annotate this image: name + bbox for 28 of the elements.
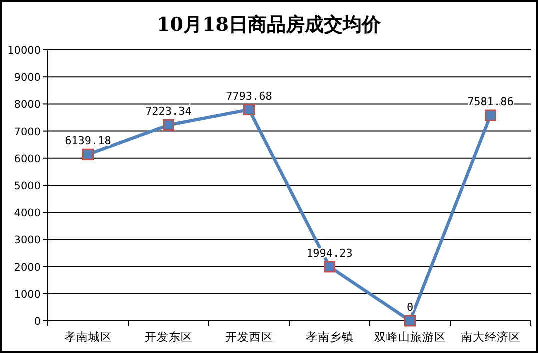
x-tick-label: 南大经济区	[460, 330, 521, 344]
title: 10月18日商品房成交均价	[157, 14, 381, 36]
y-tick-label: 10000	[8, 45, 41, 57]
data-label: 7223.34	[146, 105, 192, 118]
y-tick-label: 2000	[14, 262, 41, 274]
y-tick-label: 4000	[14, 208, 41, 220]
y-tick-label: 9000	[14, 72, 41, 84]
y-tick-label: 0	[34, 316, 41, 328]
x-tick-label: 开发东区	[144, 330, 193, 344]
y-tick-label: 7000	[14, 126, 41, 138]
y-tick-label: 6000	[14, 153, 41, 166]
data-label: 7793.68	[226, 90, 272, 103]
data-label: 6139.18	[65, 134, 112, 148]
data-label: 0	[406, 301, 414, 314]
point	[404, 315, 416, 327]
y-tick-label: 5000	[14, 180, 41, 192]
y-tick-label: 8000	[14, 99, 41, 112]
point	[82, 148, 94, 160]
y-tick-label: 3000	[14, 234, 41, 247]
point	[163, 119, 174, 131]
point	[244, 104, 255, 116]
x-tick-label: 双峰山旅游区	[374, 330, 446, 344]
point	[485, 110, 496, 122]
y-tick-label: 1000	[14, 288, 41, 301]
x-tick-label: 孝南乡镇	[306, 330, 354, 344]
x-tick-label: 孝南城区	[64, 330, 112, 344]
x-tick-label: 开发西区	[225, 330, 274, 344]
point	[324, 261, 336, 273]
